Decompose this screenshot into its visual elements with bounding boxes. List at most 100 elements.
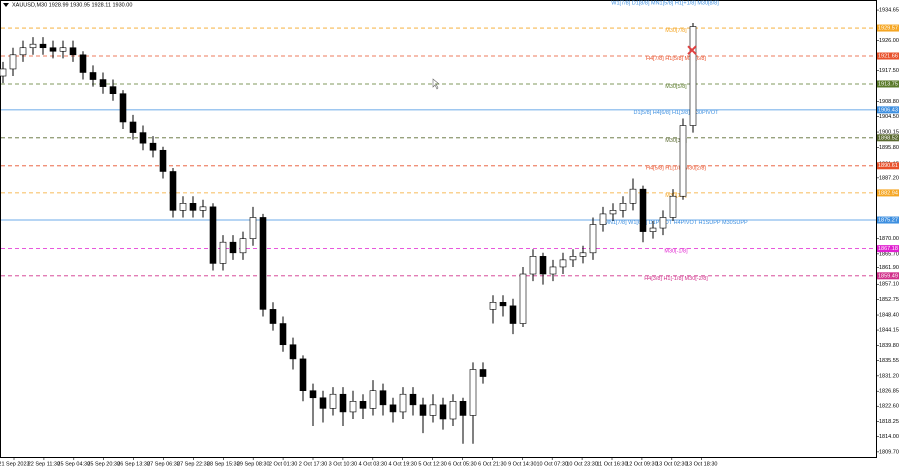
candle-body [249,217,257,239]
candle-body [359,401,367,409]
y-tick-label: 1809.70 [879,449,899,455]
price-box [877,272,899,280]
price-box-label: 1882.94 [878,190,898,196]
candle-body [609,210,617,215]
x-tick-label: 22 Sep 11:30 [28,461,60,467]
x-tick-label: 2 Oct 01:30 [269,461,297,467]
y-tick-label: 1887.20 [879,175,899,181]
candle-body [669,195,677,218]
candle-body [439,404,447,420]
candle-body [529,256,537,275]
candle-body [119,93,127,123]
candle-body [69,47,77,56]
candle-body [589,224,597,254]
price-box [877,134,899,142]
candle-body [229,241,237,254]
candle-body [549,266,557,275]
x-tick-label: 29 Sep 08:30 [237,461,270,467]
candle-body [489,302,497,310]
y-tick-label: 1895.80 [879,145,899,151]
x-tick-label: 10 Oct 23:30 [566,461,598,467]
y-tick-label: 1818.25 [879,419,899,425]
candle-body [319,397,327,409]
price-box-label: 1906.43 [878,107,898,113]
candle-body [29,43,37,49]
symbol-icon [3,3,9,7]
candle-body [569,256,577,261]
candle-body [99,79,107,87]
y-tick-label: 1861.90 [879,265,899,271]
x-tick-label: 4 Oct 03:30 [359,461,387,467]
candle-body [619,203,627,211]
price-box-label: 1929.57 [878,25,898,31]
x-tick-label: 6 Oct 21:30 [478,461,506,467]
candle-body [179,203,187,211]
y-tick-label: 1844.15 [879,328,899,334]
price-box [877,245,899,253]
y-tick-label: 1848.40 [879,312,899,318]
candle-body [429,404,437,416]
price-box [877,52,899,60]
candle-body [269,309,277,324]
y-tick-label: 1857.10 [879,282,899,288]
candle-body [369,390,377,409]
x-tick-label: 6 Oct 05:30 [448,461,476,467]
y-tick-label: 1865.70 [879,251,899,257]
candle-body [559,259,567,268]
y-tick-label: 1831.20 [879,373,899,379]
candle-body [499,302,507,307]
level-label: MN1[7/8] W1[6/8] D1PIVOT H4PIVOT H1SUPP … [604,220,748,226]
candle-body [419,404,427,416]
candle-body [89,72,97,80]
candle-body [379,390,387,406]
y-tick-label: 1904.50 [879,114,899,120]
price-box [877,162,899,170]
candle-body [189,203,197,211]
level-label: M30[1/8] [665,193,687,199]
y-tick-label: 1839.80 [879,343,899,349]
x-tick-label: 13 Oct 18:30 [686,461,718,467]
trade-marker [687,45,697,55]
candle-body [139,132,147,144]
x-tick-label: 3 Oct 10:30 [329,461,357,467]
y-tick-label: 1926.00 [879,38,899,44]
price-box [877,80,899,88]
candle-body [459,401,467,416]
top-annotation: W1[7/8] D1[8/8] MN1[5/8] H1[+1/8] M30[8/… [611,0,719,6]
price-box-label: 1890.61 [878,163,898,169]
y-tick-label: 1934.65 [879,8,899,14]
price-box [877,216,899,224]
level-label: M30[5/8] [665,84,687,90]
price-box-label: 1898.52 [878,135,898,141]
price-box [877,106,899,114]
candle-body [279,323,287,346]
candle-body [339,393,347,413]
candle-body [79,54,87,73]
level-label: H4[7/8] H1[5/8] M30[6/8] [646,56,706,62]
candle-body [659,217,667,229]
candle-body [149,142,157,151]
candle-body [449,401,457,420]
x-tick-label: 9 Oct 14:30 [508,461,536,467]
candle-body [299,358,307,391]
candle-body [409,393,417,406]
price-box [877,24,899,32]
x-tick-label: 4 Oct 19:30 [388,461,416,467]
x-tick-label: 13 Oct 02:30 [656,461,688,467]
y-tick-label: 1900.15 [879,130,899,136]
y-tick-label: 1814.00 [879,434,899,440]
candle-body [259,217,267,310]
candle-body [0,68,7,77]
x-tick-label: 2 Oct 17:30 [299,461,327,467]
x-tick-label: 27 Sep 22:30 [177,461,210,467]
candle-body [399,393,407,413]
x-tick-label: 10 Oct 07:30 [536,461,568,467]
level-label: M30[7/8] [665,28,687,34]
y-tick-label: 1822.60 [879,404,899,410]
candle-body [219,241,227,264]
candle-body [679,125,687,197]
level-label: M30[-1/8] [664,249,688,255]
price-box-label: 1913.75 [878,81,898,87]
candle-body [129,121,137,133]
candle-body [629,188,637,204]
